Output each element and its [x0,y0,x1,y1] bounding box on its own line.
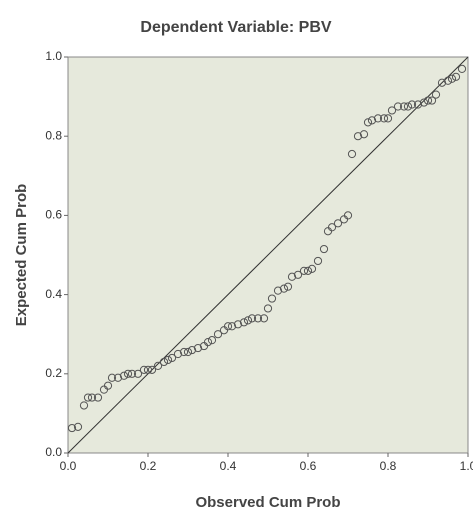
x-tick-label: 0.8 [380,459,397,473]
chart-title: Dependent Variable: PBV [140,19,331,36]
x-tick-label: 0.6 [300,459,317,473]
y-tick-label: 0.6 [45,208,62,222]
x-tick-label: 0.0 [60,459,77,473]
x-tick-label: 0.2 [140,459,157,473]
y-tick-label: 0.8 [45,128,62,142]
x-tick-label: 0.4 [220,459,237,473]
x-axis-label: Observed Cum Prob [195,494,340,511]
y-tick-label: 1.0 [45,49,62,63]
y-tick-label: 0.2 [45,366,62,380]
x-tick-label: 1.0 [460,459,473,473]
y-axis-label: Expected Cum Prob [13,184,30,327]
chart: Dependent Variable: PBV Observed Cum Pro… [0,0,473,515]
y-tick-label: 0.4 [45,287,62,301]
y-tick-label: 0.0 [45,445,62,459]
